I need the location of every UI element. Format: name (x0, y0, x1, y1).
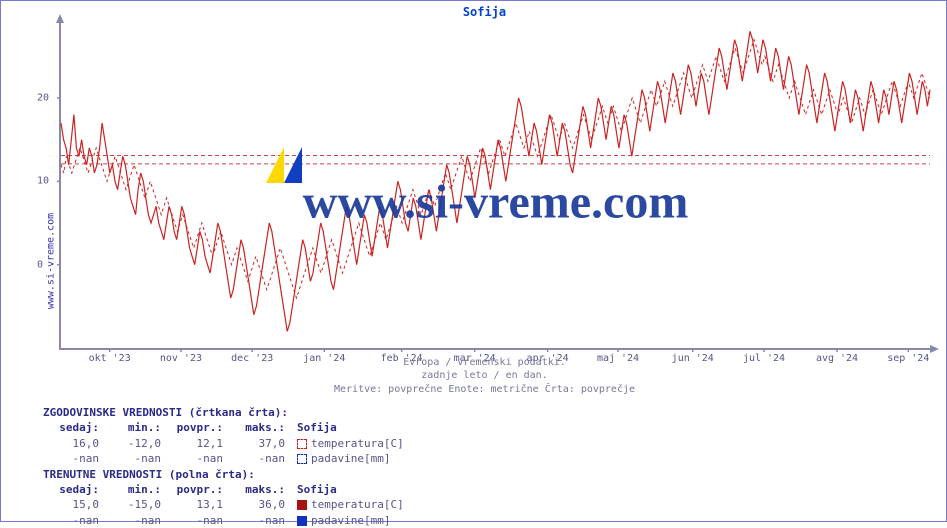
caption-line: Evropa / vremenski podatki. (31, 356, 938, 370)
x-axis-arrow (930, 345, 939, 353)
series-current (61, 31, 930, 331)
y-tick-label: 10 (37, 176, 49, 187)
cell-povpr: -nan (167, 451, 229, 466)
y-tick-label: 20 (37, 93, 49, 104)
cell-name: padavine[mm] (291, 451, 410, 466)
curr-table: sedaj:min.:povpr.:maks.:Sofija15,0-15,01… (43, 482, 410, 528)
table-row: -nan-nan-nan-nanpadavine[mm] (43, 513, 410, 528)
cell-name: temperatura[C] (291, 436, 410, 451)
cell-sedaj: -nan (43, 451, 105, 466)
color-swatch (297, 454, 307, 464)
cell-name: temperatura[C] (291, 497, 410, 512)
col-head: Sofija (291, 420, 410, 435)
chart-title: Sofija (31, 5, 938, 19)
y-tick-label: 0 (37, 259, 43, 270)
cell-maks: 36,0 (229, 497, 291, 512)
cell-povpr: -nan (167, 513, 229, 528)
caption-line: Meritve: povprečne Enote: metrične Črta:… (31, 383, 938, 397)
cell-min: -12,0 (105, 436, 167, 451)
chart-frame: www.si-vreme.com Sofija www.si-vreme.com… (0, 0, 947, 522)
table-row: 15,0-15,013,136,0temperatura[C] (43, 497, 410, 512)
chart-area: Sofija www.si-vreme.com 01020okt '23nov … (31, 5, 938, 400)
chart-caption: Evropa / vremenski podatki. zadnje leto … (31, 356, 938, 397)
color-swatch (297, 500, 307, 510)
hist-table: sedaj:min.:povpr.:maks.:Sofija16,0-12,01… (43, 420, 410, 466)
y-axis-arrow (56, 14, 64, 23)
cell-min: -nan (105, 513, 167, 528)
col-head: maks.: (229, 482, 291, 497)
col-head: povpr.: (167, 482, 229, 497)
table-row: 16,0-12,012,137,0temperatura[C] (43, 436, 410, 451)
caption-line: zadnje leto / en dan. (31, 369, 938, 383)
curr-header: TRENUTNE VREDNOSTI (polna črta): (43, 467, 938, 482)
cell-min: -15,0 (105, 497, 167, 512)
table-row: -nan-nan-nan-nanpadavine[mm] (43, 451, 410, 466)
cell-min: -nan (105, 451, 167, 466)
plot-region: www.si-vreme.com 01020okt '23nov '23dec … (59, 23, 930, 350)
cell-sedaj: -nan (43, 513, 105, 528)
cell-maks: 37,0 (229, 436, 291, 451)
cell-povpr: 12,1 (167, 436, 229, 451)
cell-sedaj: 15,0 (43, 497, 105, 512)
col-head: maks.: (229, 420, 291, 435)
hist-header: ZGODOVINSKE VREDNOSTI (črtkana črta): (43, 405, 938, 420)
cell-sedaj: 16,0 (43, 436, 105, 451)
cell-name: padavine[mm] (291, 513, 410, 528)
color-swatch (297, 439, 307, 449)
cell-maks: -nan (229, 513, 291, 528)
col-head: Sofija (291, 482, 410, 497)
col-head: min.: (105, 420, 167, 435)
col-head: sedaj: (43, 420, 105, 435)
series-historical (61, 40, 930, 298)
color-swatch (297, 516, 307, 526)
cell-povpr: 13,1 (167, 497, 229, 512)
col-head: povpr.: (167, 420, 229, 435)
col-head: sedaj: (43, 482, 105, 497)
cell-maks: -nan (229, 451, 291, 466)
stats-block: ZGODOVINSKE VREDNOSTI (črtkana črta): se… (43, 405, 938, 528)
col-head: min.: (105, 482, 167, 497)
